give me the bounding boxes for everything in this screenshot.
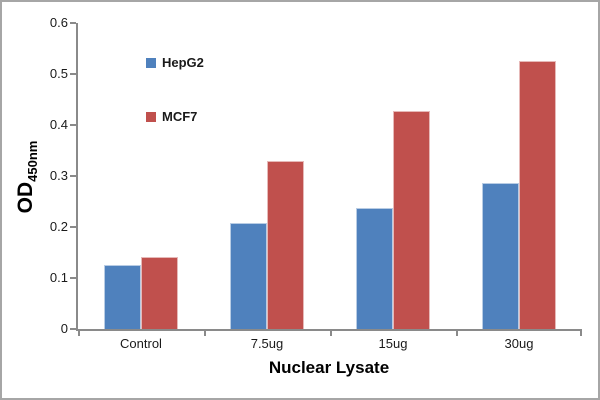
legend-swatch-hepg2 (146, 57, 156, 68)
y-tick-label-0-6: 0.6 (49, 15, 68, 30)
y-axis-tick (70, 73, 76, 75)
x-axis-tick (330, 331, 332, 336)
x-category-label-30ug: 30ug (504, 336, 534, 351)
x-axis-tick (580, 331, 582, 336)
bar-mcf7-75ug (267, 160, 304, 329)
y-axis-tick (70, 277, 76, 279)
legend-label-hepg2: HepG2 (162, 55, 204, 70)
bar-mcf7-15ug (393, 111, 430, 329)
x-category-label-control: Control (120, 336, 162, 351)
y-tick-label-0-1: 0.1 (49, 270, 68, 285)
plot-area (70, 22, 582, 336)
y-tick-label-0-2: 0.2 (49, 219, 68, 234)
y-tick-label-0-4: 0.4 (49, 117, 68, 132)
bar-hepg2-15ug (356, 208, 393, 329)
y-axis-tick (70, 175, 76, 177)
y-tick-label-0: 0 (60, 321, 68, 336)
y-tick-label-0-5: 0.5 (49, 66, 68, 81)
legend-item-hepg2: HepG2 (146, 55, 204, 70)
x-category-label-75ug: 7.5ug (250, 336, 284, 351)
bar-hepg2-30ug (482, 183, 519, 329)
bar-mcf7-control (141, 256, 178, 329)
x-axis-tick (456, 331, 458, 336)
y-axis-tick (70, 226, 76, 228)
y-axis-tick (70, 124, 76, 126)
y-tick-label-0-3: 0.3 (49, 168, 68, 183)
x-category-label-15ug: 15ug (378, 336, 408, 351)
bar-hepg2-control (104, 265, 141, 329)
x-axis-title: Nuclear Lysate (268, 358, 390, 377)
legend-swatch-mcf7 (146, 111, 156, 122)
bar-hepg2-75ug (230, 222, 267, 329)
y-axis-title-main: OD (13, 181, 37, 214)
legend-item-mcf7: MCF7 (146, 109, 197, 124)
x-axis-tick (78, 331, 80, 336)
x-axis-tick (204, 331, 206, 336)
y-axis-tick (70, 328, 76, 330)
y-axis-tick (70, 22, 76, 24)
bar-mcf7-30ug (519, 61, 556, 329)
legend-label-mcf7: MCF7 (162, 109, 198, 124)
